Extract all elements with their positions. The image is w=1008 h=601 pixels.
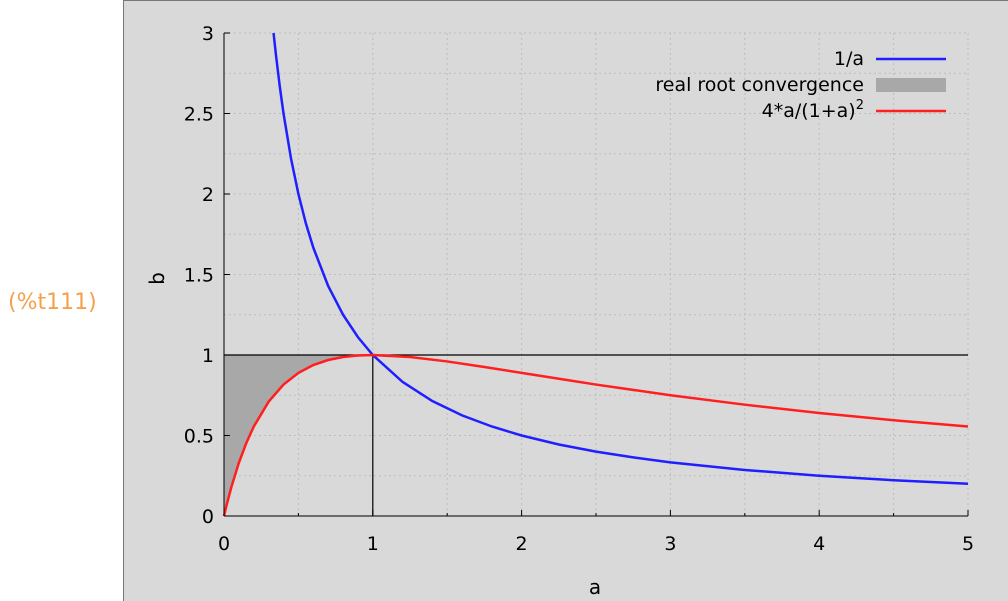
y-tick-label: 3 [202, 23, 214, 45]
x-tick-label: 1 [367, 533, 379, 555]
x-axis-title: a [589, 575, 601, 599]
chart: 0 1 2 3 4 5 0 0.5 1 1.5 2 2.5 3 a b 1/a real root conve… [145, 23, 974, 599]
area-real-root-convergence [224, 355, 373, 516]
y-axis-title: b [145, 272, 169, 285]
legend-swatch-1 [876, 78, 946, 92]
x-tick-label: 5 [962, 533, 974, 555]
legend-label-0: 1/a [834, 48, 864, 70]
plot-frame: 0 1 2 3 4 5 0 0.5 1 1.5 2 2.5 3 a b 1/a real root conve… [123, 0, 1008, 601]
series-layer [222, 32, 969, 517]
x-tick-label: 3 [664, 533, 676, 555]
x-tick-label: 2 [516, 533, 528, 555]
series-line-1 [222, 353, 969, 517]
x-tick-label: 4 [813, 533, 825, 555]
reference-lines [224, 354, 968, 516]
y-tick-label: 0 [202, 506, 214, 528]
series-line-0 [272, 32, 969, 486]
y-tick-label: 2.5 [184, 104, 214, 126]
y-tick-label: 2 [202, 184, 214, 206]
y-tick-label: 1 [202, 345, 214, 367]
axes: 0 1 2 3 4 5 0 0.5 1 1.5 2 2.5 3 a b [145, 23, 974, 599]
output-label: (%t111) [8, 290, 97, 315]
legend-label-1: real root convergence [655, 74, 864, 96]
x-tick-label: 0 [218, 533, 230, 555]
y-tick-label: 0.5 [184, 426, 214, 448]
y-tick-label: 1.5 [184, 265, 214, 287]
area-layer [224, 355, 373, 516]
legend-label-2: 4*a/(1+a)2 [762, 98, 864, 122]
